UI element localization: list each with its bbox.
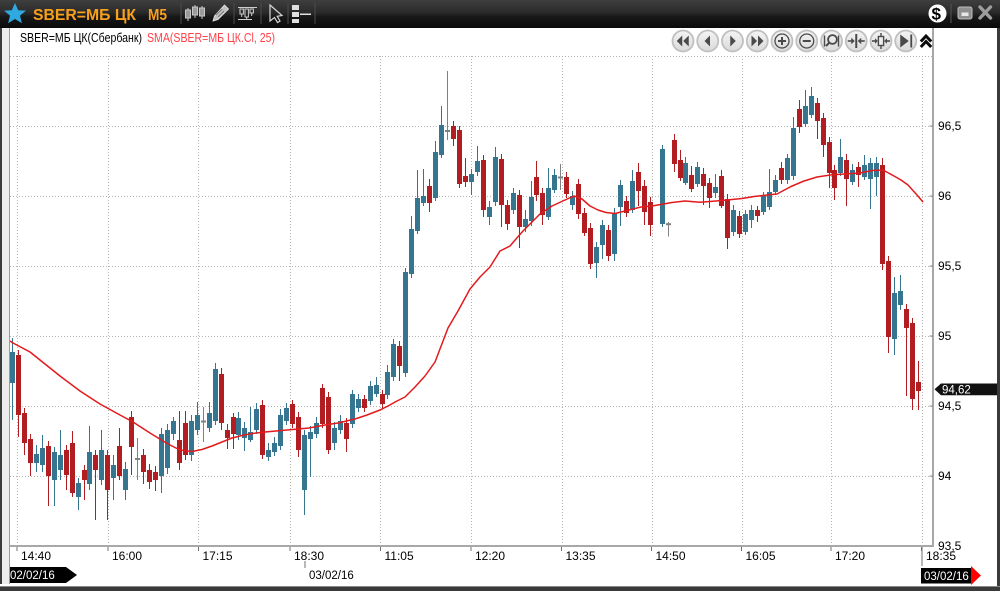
- svg-text:14:50: 14:50: [656, 549, 686, 563]
- svg-text:95,5: 95,5: [938, 259, 962, 273]
- svg-text:02/02/16: 02/02/16: [10, 570, 55, 582]
- svg-text:03/02/16: 03/02/16: [924, 571, 969, 583]
- svg-text:$: $: [932, 5, 942, 24]
- svg-text:SBER=МБ ЦК(Сбербанк): SBER=МБ ЦК(Сбербанк): [20, 31, 142, 45]
- svg-text:17:20: 17:20: [835, 549, 865, 563]
- svg-text:17:15: 17:15: [203, 549, 233, 563]
- svg-text:13:35: 13:35: [566, 549, 596, 563]
- svg-text:18:30: 18:30: [294, 549, 324, 563]
- svg-text:SMA(SBER=МБ ЦК.Cl, 25): SMA(SBER=МБ ЦК.Cl, 25): [147, 31, 275, 45]
- svg-text:94,5: 94,5: [938, 399, 962, 413]
- svg-text:95: 95: [938, 329, 952, 343]
- svg-text:96: 96: [938, 189, 952, 203]
- svg-text:16:00: 16:00: [112, 549, 142, 563]
- svg-text:М5: М5: [148, 7, 167, 24]
- svg-text:12:20: 12:20: [475, 549, 505, 563]
- svg-text:11:05: 11:05: [385, 549, 414, 563]
- svg-text:16:05: 16:05: [746, 549, 776, 563]
- svg-text:18:35: 18:35: [926, 549, 956, 563]
- svg-text:SBER=МБ ЦК: SBER=МБ ЦК: [33, 7, 136, 24]
- svg-text:03/02/16: 03/02/16: [309, 570, 354, 582]
- svg-text:94: 94: [938, 469, 952, 483]
- svg-text:93,5: 93,5: [938, 539, 962, 553]
- svg-text:96,5: 96,5: [938, 119, 962, 133]
- svg-text:94,62: 94,62: [942, 385, 971, 397]
- svg-text:14:40: 14:40: [21, 549, 51, 563]
